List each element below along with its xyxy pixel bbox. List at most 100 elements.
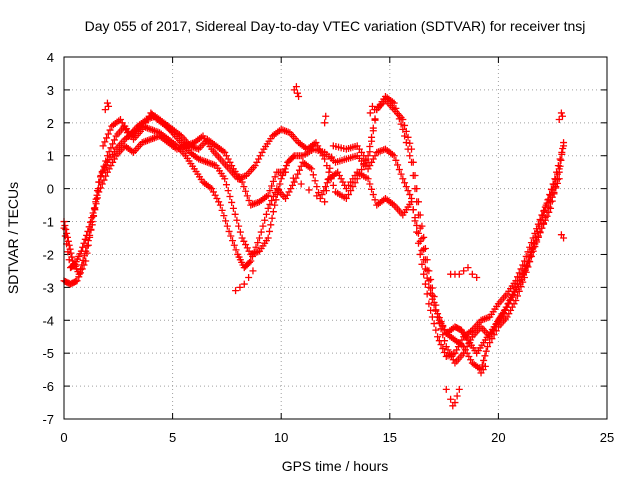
data-point [231,210,239,218]
data-point [83,231,91,239]
data-point [289,174,297,182]
data-point [559,144,567,152]
data-point [222,152,230,160]
data-point [548,197,556,205]
x-tick-label: 15 [383,430,397,445]
data-point [255,155,263,163]
data-point [555,175,563,183]
data-point [478,361,486,369]
data-point [402,127,410,135]
data-point [290,178,298,186]
y-tick-label: -7 [42,412,54,427]
data-point [409,158,417,166]
data-point [423,274,431,282]
data-point [408,145,416,153]
x-tick-label: 20 [491,430,505,445]
data-point [399,175,407,183]
data-point [81,235,89,243]
data-point [421,245,429,253]
data-points [60,83,568,410]
data-point [222,181,230,189]
data-point [507,306,515,314]
data-point [249,252,257,260]
data-point [514,292,522,300]
y-tick-label: -5 [42,346,54,361]
data-point [269,208,277,216]
data-point [245,258,253,266]
data-point [285,188,293,196]
data-point [294,170,302,178]
data-point [514,273,522,281]
data-point [515,287,523,295]
data-point [242,241,250,249]
data-point [453,346,461,354]
data-point [473,273,481,281]
y-tick-labels: -7 -6 -5 -4 -3 -2 -1 0 1 2 3 4 [42,50,54,427]
axis-ticks [63,56,608,420]
data-point [366,148,374,156]
data-point [520,273,528,281]
data-point [416,237,424,245]
data-point [292,83,300,91]
data-point [85,223,93,231]
data-point [505,310,513,318]
data-point [508,291,516,299]
data-point [421,280,429,288]
data-point [247,257,255,265]
data-point [512,297,520,305]
data-point [213,195,221,203]
data-point [101,138,109,146]
data-point [229,237,237,245]
data-point [540,207,548,215]
data-point [110,136,118,144]
x-tick-label: 25 [600,430,614,445]
data-point [401,179,409,187]
x-tick-label: 10 [274,430,288,445]
data-point [371,152,379,160]
data-point [277,175,285,183]
data-point [107,162,115,170]
data-point [557,156,565,164]
data-point [482,347,490,355]
data-point [455,270,463,278]
data-point [427,306,435,314]
data-point [553,175,561,183]
data-point [93,191,101,199]
data-point [90,204,98,212]
data-point [243,192,251,200]
data-point [416,250,424,258]
data-point [406,191,414,199]
data-point [325,168,333,176]
data-point [508,303,516,311]
data-point [236,283,244,291]
data-point [349,183,357,191]
data-point [465,352,473,360]
data-point [262,210,270,218]
data-point [394,161,402,169]
data-point [432,301,440,309]
data-point [345,191,353,199]
data-point [515,269,523,277]
data-point [252,243,260,251]
data-point [366,109,374,117]
data-point [77,269,85,277]
data-point [322,183,330,191]
data-point [342,195,350,203]
y-tick-label: 4 [47,50,54,65]
data-point [401,121,409,129]
data-point [88,214,96,222]
data-point [313,192,321,200]
data-point [460,267,468,275]
data-point [428,284,436,292]
data-point [268,214,276,222]
data-point [560,234,568,242]
data-point [257,228,265,236]
data-point [326,164,334,172]
y-tick-label: -4 [42,313,54,328]
data-point [371,196,379,204]
x-tick-label: 5 [169,430,176,445]
data-point [211,191,219,199]
data-point [232,246,240,254]
y-tick-label: 1 [47,149,54,164]
data-point [240,183,248,191]
